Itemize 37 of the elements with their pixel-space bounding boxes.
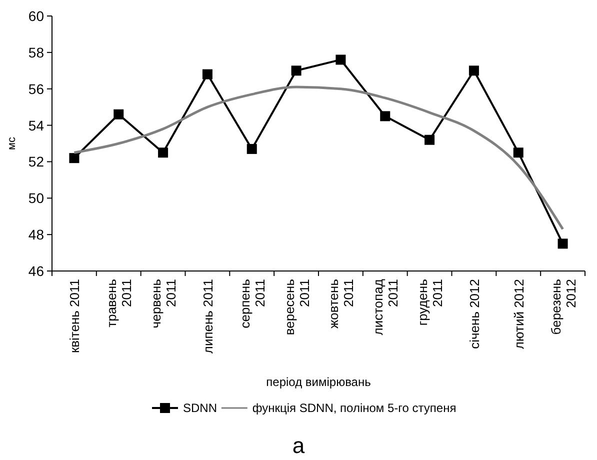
- y-tick-label: 56: [28, 80, 44, 97]
- x-tick-label: січень 2012: [466, 279, 482, 349]
- legend-label: функція SDNN, поліном 5-го ступеня: [252, 401, 456, 415]
- x-tick-label: липень 2011: [200, 279, 216, 354]
- legend-label: SDNN: [183, 401, 218, 415]
- x-tick-label: серпень 2011: [237, 278, 268, 328]
- x-tick-label: березень 2012: [548, 278, 578, 335]
- x-tick-label: травень 2011: [104, 278, 134, 328]
- y-tick-label: 48: [28, 226, 44, 243]
- y-axis-title: мс: [6, 136, 18, 150]
- x-tick-label: листопад 2011: [370, 278, 401, 336]
- x-tick-label: лютий 2012: [511, 279, 526, 350]
- y-tick-label: 52: [28, 154, 44, 170]
- point: [424, 134, 435, 145]
- point: [468, 66, 479, 76]
- point: [513, 148, 524, 158]
- y-tick-label: 46: [28, 263, 44, 279]
- y-tick-label: 54: [28, 117, 44, 134]
- x-axis-title: період вимірювань: [266, 375, 371, 389]
- x-tick-label: червень 2011: [148, 278, 179, 328]
- x-tick-label: грудень 2011: [415, 278, 446, 326]
- point: [380, 111, 390, 122]
- point: [246, 144, 257, 154]
- point: [158, 148, 168, 158]
- x-tick-label: жовтень 2011: [326, 278, 356, 329]
- x-tick-label: вересень 2011: [282, 278, 312, 336]
- point: [291, 66, 302, 76]
- point: [114, 109, 124, 120]
- y-tick-label: 50: [28, 190, 44, 206]
- text: а: [292, 433, 306, 458]
- y-tick-label: 60: [28, 8, 44, 24]
- x-tick-label: квітень 2011: [67, 279, 82, 354]
- point: [69, 153, 80, 164]
- point: [202, 69, 212, 80]
- point: [558, 238, 568, 249]
- point: [336, 54, 346, 65]
- y-tick-label: 58: [28, 44, 44, 60]
